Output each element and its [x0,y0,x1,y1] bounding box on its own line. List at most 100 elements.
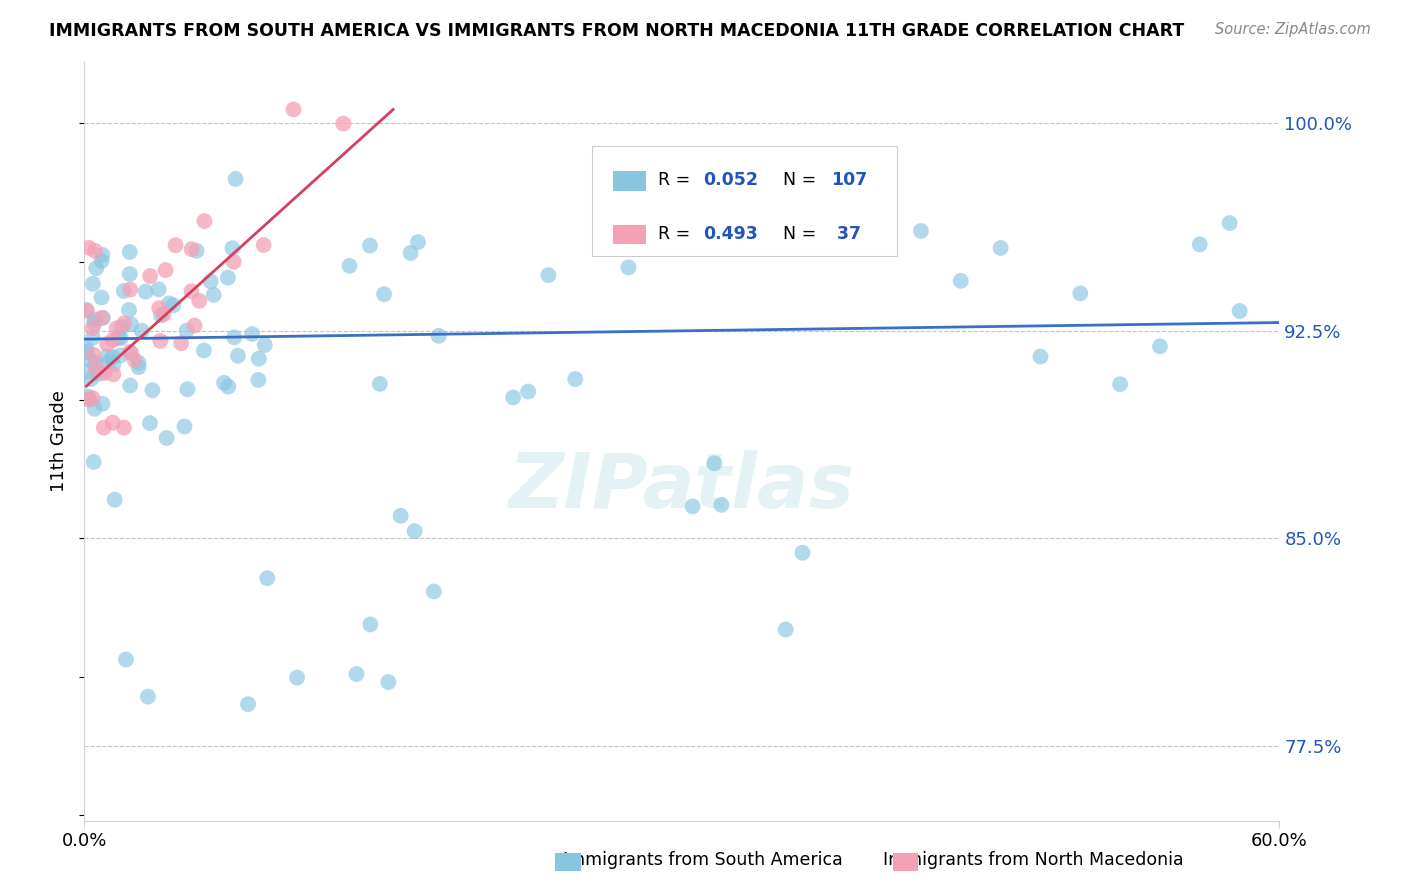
Point [990,241,1012,255]
Point [120,378,142,392]
Point [107,331,129,345]
Point [156,431,179,445]
Y-axis label: 11th Grade: 11th Grade [51,391,69,492]
Point [669,229,692,244]
Point [202,288,225,302]
Point [247,373,270,387]
Point [710,498,733,512]
Point [152,307,174,321]
Point [359,617,381,632]
Point [91,397,114,411]
Point [118,302,141,317]
Point [617,260,640,275]
Point [225,172,247,186]
Point [1029,350,1052,364]
Point [101,416,124,430]
Point [90,254,112,268]
Point [1219,216,1241,230]
Point [240,327,263,342]
Point [104,492,127,507]
Text: ZIPatlas: ZIPatlas [509,450,855,524]
Point [253,238,276,252]
Text: 37: 37 [831,225,862,243]
FancyBboxPatch shape [613,171,647,191]
Point [682,500,704,514]
Point [118,344,141,359]
Point [224,330,246,344]
Point [537,268,560,282]
Point [82,277,104,291]
Point [1188,237,1211,252]
Point [135,285,157,299]
Point [80,354,103,368]
Point [96,349,118,363]
Point [792,546,814,560]
Point [89,367,111,381]
Point [105,321,128,335]
Point [775,623,797,637]
Point [236,697,259,711]
Point [910,224,932,238]
Point [76,342,98,356]
Point [96,337,118,351]
Point [121,346,143,360]
Point [247,351,270,366]
Point [226,349,249,363]
Point [193,214,215,228]
Point [332,117,354,131]
Point [1149,339,1171,353]
Point [148,282,170,296]
Point [76,365,98,379]
Point [1229,304,1251,318]
Point [101,333,124,347]
Point [79,392,101,407]
Point [75,345,97,359]
Point [703,456,725,470]
Point [256,571,278,585]
Point [162,298,184,312]
Point [120,283,142,297]
Point [83,455,105,469]
Point [217,270,239,285]
Point [84,361,107,376]
Point [128,360,150,375]
Point [176,382,198,396]
Text: Immigrants from North Macedonia: Immigrants from North Macedonia [883,851,1184,869]
Point [253,338,276,352]
Point [180,242,202,256]
Point [183,318,205,333]
Point [84,356,107,370]
Point [949,274,972,288]
Point [101,350,124,364]
Point [406,235,429,249]
Point [76,303,98,318]
Point [423,584,446,599]
Text: Immigrants from South America: Immigrants from South America [564,851,842,869]
Point [186,244,208,258]
Text: N =: N = [783,225,823,243]
Point [217,379,239,393]
Point [82,321,104,335]
Point [118,244,141,259]
Point [188,293,211,308]
Point [389,508,412,523]
Point [110,320,132,334]
Text: IMMIGRANTS FROM SOUTH AMERICA VS IMMIGRANTS FROM NORTH MACEDONIA 11TH GRADE CORR: IMMIGRANTS FROM SOUTH AMERICA VS IMMIGRA… [49,22,1184,40]
Point [91,310,114,325]
Point [112,316,135,330]
Point [373,287,395,301]
Text: 0.052: 0.052 [703,171,758,189]
Point [222,255,245,269]
Point [339,259,361,273]
Point [170,336,193,351]
FancyBboxPatch shape [613,226,647,244]
Text: R =: R = [658,171,696,189]
Point [285,671,308,685]
Point [77,241,100,255]
Point [404,524,426,538]
Point [120,318,142,332]
FancyBboxPatch shape [592,145,897,256]
Point [124,353,146,368]
Point [82,331,104,345]
Point [127,356,149,370]
